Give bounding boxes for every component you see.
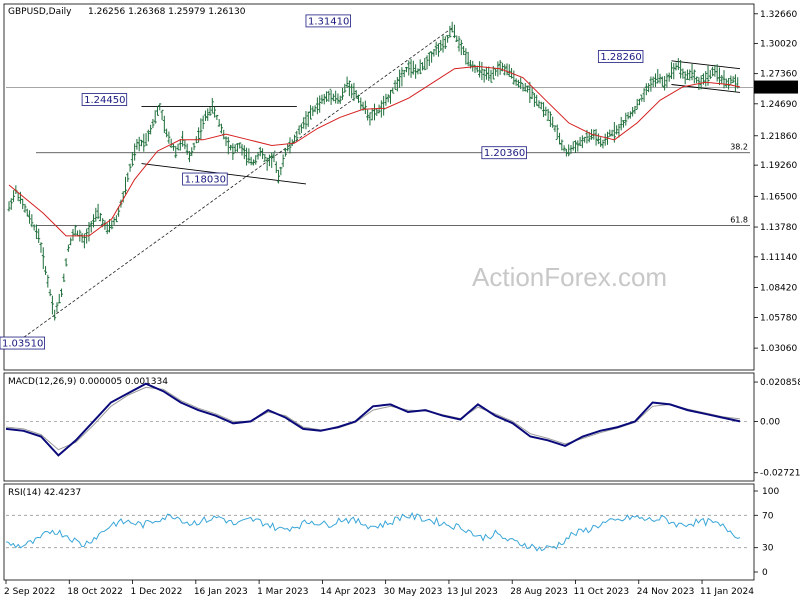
rsi-line (5, 511, 741, 552)
macd-panel-frame (3, 372, 755, 482)
fibonacci-label: 38.2 (730, 143, 748, 152)
level-label-box (182, 172, 228, 186)
macd-line (5, 382, 741, 457)
level-label: 1.28260 (600, 52, 641, 63)
x-tick-label: 2 Sep 2022 (4, 587, 55, 597)
price-y-tick-label: 1.13780 (760, 223, 797, 233)
price-y-tick-label: 1.11140 (760, 253, 797, 263)
rsi-panel: RSI(14) 42.4237 100 70 30 0 (3, 483, 779, 581)
macd-y-tick-label: 0.00 (760, 417, 780, 427)
x-tick-label: 11 Oct 2023 (573, 587, 629, 597)
level-label: 1.20360 (484, 148, 525, 159)
price-y-tick-label: 1.32660 (760, 10, 797, 20)
level-label-box (81, 93, 128, 106)
x-tick-label: 24 Nov 2023 (637, 587, 695, 597)
level-label-box (0, 336, 45, 350)
x-tick-label: 16 Jan 2023 (194, 587, 248, 597)
level-label-box (597, 50, 644, 63)
price-y-tick-label: 1.03060 (760, 344, 797, 354)
price-y-tick-label: 1.21860 (760, 132, 797, 142)
level-label-box (305, 14, 351, 28)
current-price-label: 1.26130 (758, 84, 795, 94)
rsi-y-tick-label: 100 (762, 487, 779, 497)
x-tick-label: 1 Dec 2022 (131, 587, 183, 597)
x-tick-label: 11 Jan 2024 (700, 587, 754, 597)
macd-panel-title: MACD(12,26,9) 0.000005 0.001334 (8, 377, 168, 387)
level-label: 1.31410 (308, 16, 349, 27)
level-label: 1.18030 (185, 175, 226, 186)
upper-channel-line (671, 60, 741, 70)
price-panel: GBPUSD,Daily 1.26256 1.26368 1.25979 1.2… (0, 3, 798, 371)
watermark: ActionForex.com (472, 262, 667, 292)
rsi-y-tick-label: 0 (762, 568, 768, 578)
level-label: 1.24450 (84, 95, 125, 106)
moving-average-line (8, 65, 741, 237)
price-panel-title: GBPUSD,Daily (8, 7, 72, 17)
current-price-box (754, 80, 798, 94)
x-tick-label: 1 Mar 2023 (257, 587, 308, 597)
rsi-y-tick-label: 70 (762, 511, 774, 521)
rsi-y-tick-label: 30 (762, 544, 774, 554)
price-y-tick-label: 1.05780 (760, 313, 797, 323)
x-tick-label: 30 May 2023 (384, 587, 443, 597)
rsi-panel-frame (3, 483, 755, 581)
macd-y-tick-label: 0.020858 (760, 378, 800, 388)
level-label-box (481, 146, 527, 160)
macd-panel: MACD(12,26,9) 0.000005 0.001334 0.020858… (3, 372, 800, 482)
price-y-tick-label: 1.19260 (760, 161, 797, 171)
price-y-tick-label: 1.16500 (760, 192, 797, 202)
price-y-tick-label: 1.30020 (760, 40, 797, 50)
price-panel-ohlc: 1.26256 1.26368 1.25979 1.26130 (88, 7, 246, 17)
level-label: 1.03510 (2, 339, 43, 350)
fibonacci-label: 61.8 (730, 215, 748, 224)
x-tick-label: 28 Aug 2023 (510, 587, 568, 597)
x-axis: 2 Sep 2022 18 Oct 2022 1 Dec 2022 16 Jan 20… (4, 580, 754, 597)
x-tick-label: 13 Jul 2023 (447, 587, 498, 597)
price-y-tick-label: 1.27360 (760, 70, 797, 80)
price-y-tick-label: 1.24690 (760, 100, 797, 110)
x-tick-label: 18 Oct 2022 (67, 587, 123, 597)
lower-channel-line (671, 84, 741, 93)
rsi-panel-title: RSI(14) 42.4237 (8, 488, 81, 498)
x-tick-label: 14 Apr 2023 (320, 587, 376, 597)
macd-y-tick-label: -0.027213 (760, 469, 800, 479)
price-y-tick-label: 1.08420 (760, 284, 797, 294)
price-panel-frame (3, 3, 755, 371)
